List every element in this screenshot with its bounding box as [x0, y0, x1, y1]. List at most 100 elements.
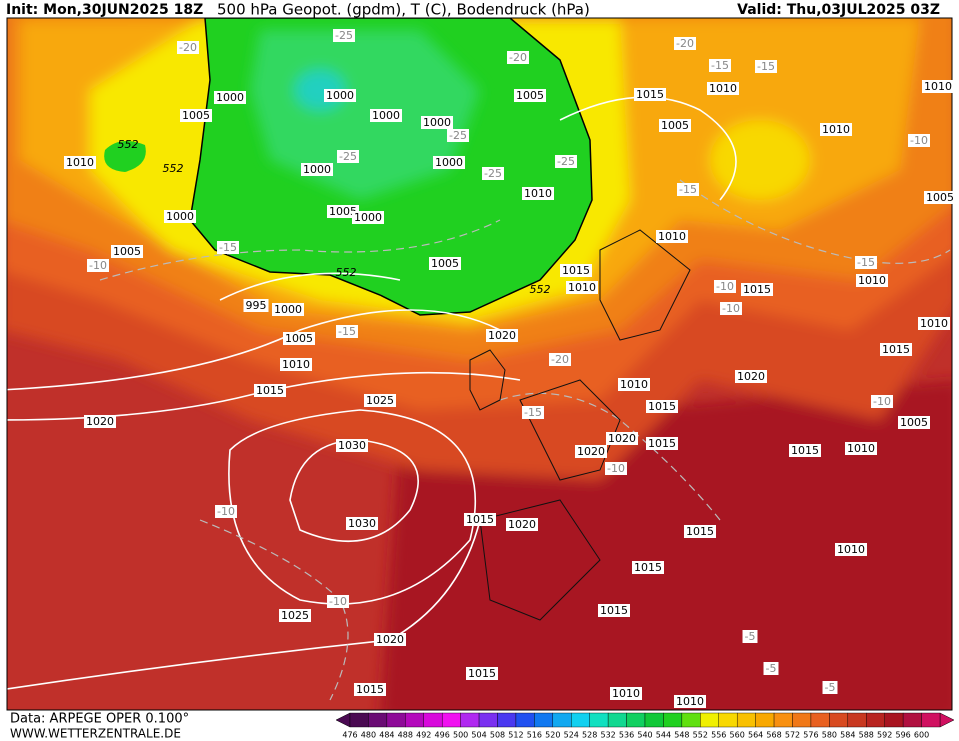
temperature-label: -5	[745, 630, 756, 643]
colorbar-swatch	[386, 712, 406, 728]
pressure-label-box	[506, 518, 538, 531]
temperature-label: -15	[679, 183, 697, 196]
pressure-label-box	[64, 156, 96, 169]
temperature-label-box	[337, 150, 359, 163]
valid-time: Valid: Thu,03JUL2025 03Z	[737, 2, 940, 18]
pressure-label: 1015	[468, 667, 496, 680]
colorbar-swatch	[718, 712, 738, 728]
pressure-label-box	[180, 109, 212, 122]
pressure-label-box	[464, 513, 496, 526]
colorbar-label: 512	[508, 731, 523, 740]
pressure-label: 1020	[376, 633, 404, 646]
temperature-label-box	[674, 37, 696, 50]
colorbar-swatch	[755, 712, 775, 728]
colorbar-label: 540	[637, 731, 652, 740]
colorbar-swatch	[589, 712, 609, 728]
pressure-label: 1010	[920, 317, 948, 330]
colorbar-label: 544	[656, 731, 671, 740]
height-label: 552	[163, 162, 184, 175]
temperature-label-box	[555, 155, 577, 168]
colorbar-swatch	[626, 712, 646, 728]
pressure-label: 1010	[568, 281, 596, 294]
pressure-label: 1015	[743, 283, 771, 296]
pressure-label: 1010	[66, 156, 94, 169]
pressure-label: 1010	[847, 442, 875, 455]
pressure-label: 1005	[285, 332, 313, 345]
temperature-label: -15	[524, 406, 542, 419]
pressure-label-box	[164, 210, 196, 223]
pressure-label: 1000	[274, 303, 302, 316]
colorbar-label: 588	[859, 731, 874, 740]
colorbar-swatch	[847, 712, 867, 728]
init-time: Init: Mon,30JUN2025 18Z	[6, 2, 203, 18]
pressure-label: 1005	[661, 119, 689, 132]
pressure-label: 1015	[600, 604, 628, 617]
colorbar-swatch	[405, 712, 424, 728]
pressure-label-box	[845, 442, 877, 455]
pressure-label: 1005	[329, 205, 357, 218]
temperature-label: -10	[716, 280, 734, 293]
colorbar-label: 592	[877, 731, 892, 740]
pressure-label: 1010	[822, 123, 850, 136]
map-labels: 1000100510101000100010001000100010051000…	[64, 29, 956, 708]
pressure-label-box	[254, 384, 286, 397]
pressure-label: 1020	[577, 445, 605, 458]
pressure-label: 1030	[338, 439, 366, 452]
temperature-label: -25	[335, 29, 353, 42]
colorbar-label: 516	[527, 731, 542, 740]
pressure-label: 1010	[837, 543, 865, 556]
temperature-label-box	[709, 59, 731, 72]
colorbar-swatch	[423, 712, 443, 728]
pressure-label-box	[880, 343, 912, 356]
colorbar-swatch	[515, 712, 535, 728]
field-green-inner	[250, 30, 480, 200]
pressure-label: 1000	[423, 116, 451, 129]
colorbar-swatch	[773, 712, 793, 728]
colorbar-swatch	[552, 712, 572, 728]
colorbar-label: 568	[766, 731, 781, 740]
pressure-label-box	[634, 88, 666, 101]
colorbar-swatch	[441, 712, 461, 728]
temperature-label: -10	[89, 259, 107, 272]
pressure-label: 1015	[466, 513, 494, 526]
pressure-label: 1020	[86, 415, 114, 428]
colorbar-swatch	[497, 712, 517, 728]
pressure-label-box	[243, 299, 269, 312]
map-title: 500 hPa Geopot. (gpdm), T (C), Bodendruc…	[217, 1, 590, 19]
field-green	[104, 141, 146, 172]
pressure-label: 1005	[113, 245, 141, 258]
colorbar-label: 564	[748, 731, 763, 740]
pressure-label-box	[514, 89, 546, 102]
pressure-label: 1010	[709, 82, 737, 95]
pressure-label: 1010	[658, 230, 686, 243]
colorbar-label: 536	[619, 731, 634, 740]
temperature-label-box	[215, 505, 237, 518]
temperature-label-box	[855, 256, 877, 269]
pressure-label: 1005	[516, 89, 544, 102]
colorbar-swatch	[663, 712, 683, 728]
pressure-label-box	[618, 378, 650, 391]
pressure-label-box	[646, 400, 678, 413]
colorbar-label: 576	[803, 731, 818, 740]
colorbar-swatch	[829, 712, 849, 728]
pressure-label-box	[610, 687, 642, 700]
temperature-label-box	[507, 51, 529, 64]
temperature-label: -5	[825, 681, 836, 694]
pressure-label-box	[741, 283, 773, 296]
pressure-label: 1015	[686, 525, 714, 538]
pressure-label-box	[707, 82, 739, 95]
temperature-label-box	[87, 259, 109, 272]
pressure-label-box	[364, 394, 396, 407]
temperature-label: -10	[722, 302, 740, 315]
pressure-label: 1010	[524, 187, 552, 200]
colorbar-label: 596	[895, 731, 910, 740]
temperature-label-box	[763, 662, 779, 675]
height-label: 552	[530, 283, 551, 296]
colorbar-swatch	[644, 712, 664, 728]
temperature-label: -15	[711, 59, 729, 72]
pressure-label-box	[370, 109, 402, 122]
colorbar-swatch	[792, 712, 812, 728]
temperature-label-box	[327, 595, 349, 608]
pressure-label-box	[214, 91, 246, 104]
temperature-label: -10	[607, 462, 625, 475]
